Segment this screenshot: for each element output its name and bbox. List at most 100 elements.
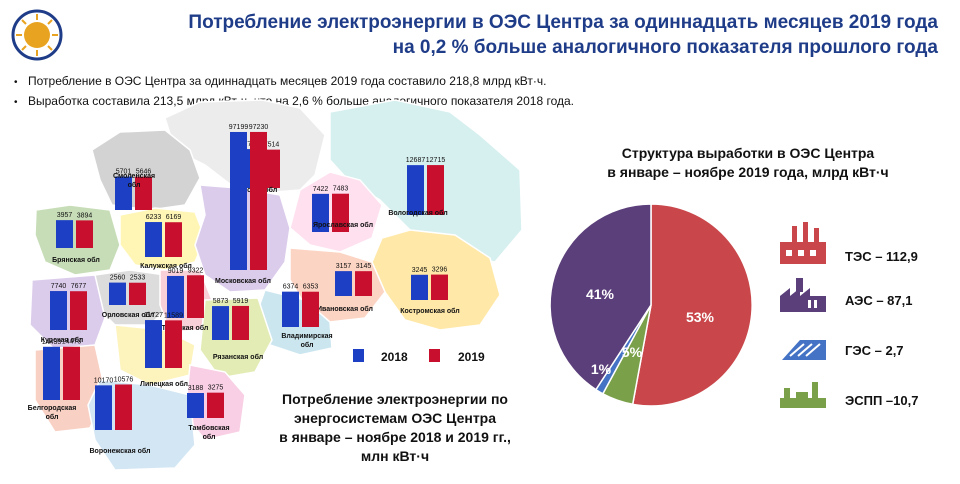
bar-2018 <box>50 291 67 330</box>
bar-2018 <box>312 193 329 232</box>
region-label: Белгородская обл <box>28 405 77 421</box>
legend-label-2018: 2018 <box>381 350 408 364</box>
region-label: Рязанская обл <box>213 353 263 361</box>
region-label: Владимирская обл <box>281 333 332 349</box>
bar-value-2019: 7483 <box>333 186 349 193</box>
tes-icon <box>780 222 826 264</box>
bar-2018 <box>56 220 73 248</box>
pie-legend-label: ГЭС – 2,7 <box>845 343 904 358</box>
bar-2019 <box>63 346 80 400</box>
region-bar-group: 3157 3145 Ивановская обл <box>317 263 373 313</box>
bar-value-2018: 3157 <box>336 263 352 270</box>
map-caption: Потребление электроэнергии по энергосист… <box>279 391 511 464</box>
pie-chart: 53% 5% 1% 41% <box>549 203 753 407</box>
region-bar-group: 9019 9322 Тульская обл <box>162 267 209 332</box>
page-title: Потребление электроэнергии в ОЭС Центра … <box>178 10 938 60</box>
region-label: Ивановская обл <box>317 305 373 313</box>
region-label: Курская обл <box>41 336 84 344</box>
bar-value-2018: 11727 <box>144 312 163 319</box>
pie-percent-label: 53% <box>686 309 715 325</box>
bar-value-2018: 3188 <box>188 385 204 392</box>
region-bar-group: 10170 10576 Воронежская обл <box>90 376 151 455</box>
bar-value-2018: 5701 <box>116 169 132 176</box>
region-bar-group: 3188 3275 Тамбовская обл <box>187 385 230 441</box>
bar-value-2019: 3275 <box>208 385 224 392</box>
bar-2018 <box>167 275 184 318</box>
bar-2019 <box>431 274 448 300</box>
map-caption-line: энергосистемам ОЭС Центра <box>294 410 496 426</box>
bar-2019 <box>115 384 132 430</box>
region-label: Тульская обл <box>162 324 209 332</box>
bar-value-2018: 10170 <box>94 377 114 384</box>
bar-2019 <box>232 305 249 340</box>
bar-2018 <box>411 274 428 300</box>
bar-2018 <box>43 346 60 400</box>
bar-2019 <box>302 291 319 327</box>
map-caption-line: в январе – ноябре 2018 и 2019 гг., <box>279 429 511 445</box>
region-bar-group: 6374 6353 Владимирская обл <box>281 284 332 349</box>
title-line-2: на 0,2 % больше аналогичного показателя … <box>392 37 938 58</box>
bar-2018 <box>109 282 126 305</box>
bar-value-2018: 2560 <box>110 275 126 282</box>
region-label: Костромская обл <box>400 307 460 315</box>
bar-value-2019: 3145 <box>356 263 372 270</box>
pie-title: Структура выработки в ОЭС Центра в январ… <box>607 145 888 180</box>
pie-percent-label: 5% <box>622 344 643 360</box>
region-bar-group: 11727 11589 Липецкая обл <box>140 312 188 388</box>
pie-legend: ТЭС – 112,9 АЭС – 87,1 ГЭС – 2,7 ЭСПП –1… <box>845 249 918 408</box>
pie-percent-label: 1% <box>591 361 612 377</box>
pie-legend-label: ТЭС – 112,9 <box>845 249 918 264</box>
bar-value-2018: 3957 <box>57 212 73 219</box>
region-bar-group: 5873 5919 Рязанская обл <box>212 298 263 361</box>
region-bar-group: 3957 3894 Брянская обл <box>52 212 100 264</box>
region-bar-group: 7740 7677 Курская обл <box>41 283 87 344</box>
bar-2019 <box>250 131 267 270</box>
bar-value-2019: 7514 <box>264 142 280 149</box>
pie-title-line: Структура выработки в ОЭС Центра <box>622 145 875 161</box>
bar-value-2019: 11589 <box>164 312 183 319</box>
bar-2019 <box>427 165 444 215</box>
bar-value-2019: 2533 <box>130 275 146 282</box>
bar-value-2018: 12687 <box>406 157 426 164</box>
bar-value-2019: 9322 <box>188 267 204 274</box>
bar-2019 <box>129 282 146 305</box>
pie-legend-label: АЭС – 87,1 <box>845 293 912 308</box>
bar-value-2018: 3245 <box>412 267 428 274</box>
bar-2018 <box>212 306 229 340</box>
bullet-text: Потребление в ОЭС Центра за одиннадцать … <box>28 74 547 88</box>
region-bar-group: 12687 12715 Вологодская обл <box>388 157 447 217</box>
bullet-item: • Потребление в ОЭС Центра за одиннадцать… <box>14 74 547 88</box>
bar-value-2019: 12715 <box>426 157 446 164</box>
region-bar-group: 3245 3296 Костромская обл <box>400 267 460 315</box>
pie-slice-aes <box>549 203 652 391</box>
region-shape-voronezh <box>87 379 196 471</box>
espp-icon <box>780 382 826 408</box>
region-label: Московская обл <box>215 277 271 285</box>
bar-2019 <box>70 291 87 330</box>
summary-bullets: • Потребление в ОЭС Центра за одиннадцать… <box>14 72 574 112</box>
company-logo <box>11 9 63 61</box>
bar-value-2019: 5646 <box>136 169 152 176</box>
bar-2018 <box>282 291 299 327</box>
region-bar-group: 2560 2533 Орловская обл <box>102 275 155 319</box>
bar-2018 <box>407 165 424 215</box>
pie-title-line: в январе – ноябре 2019 года, млрд кВт·ч <box>607 164 888 180</box>
ges-icon <box>782 340 826 360</box>
legend-swatch-2019 <box>429 349 440 362</box>
region-bar-charts: 57015646Смоленскаяобл77257514Тверская об… <box>28 124 460 455</box>
bar-value-2019: 7677 <box>71 283 87 290</box>
bar-value-2018: 7422 <box>313 186 329 193</box>
legend-label-2019: 2019 <box>458 350 485 364</box>
region-label: Смоленская обл <box>113 173 155 189</box>
region-label: Калужская обл <box>140 262 192 270</box>
bar-value-2018: 5873 <box>213 298 229 305</box>
region-label: Орловская обл <box>102 311 155 319</box>
bar-2019 <box>135 176 152 210</box>
bar-2018 <box>335 271 352 296</box>
bullet-text: Выработка составила 213,5 млрд кВт·ч, чт… <box>28 94 574 108</box>
region-bar-group: 14433 14473 Белгородская обл <box>28 339 82 421</box>
region-label: Воронежская обл <box>90 447 151 455</box>
bar-2019 <box>332 193 349 232</box>
